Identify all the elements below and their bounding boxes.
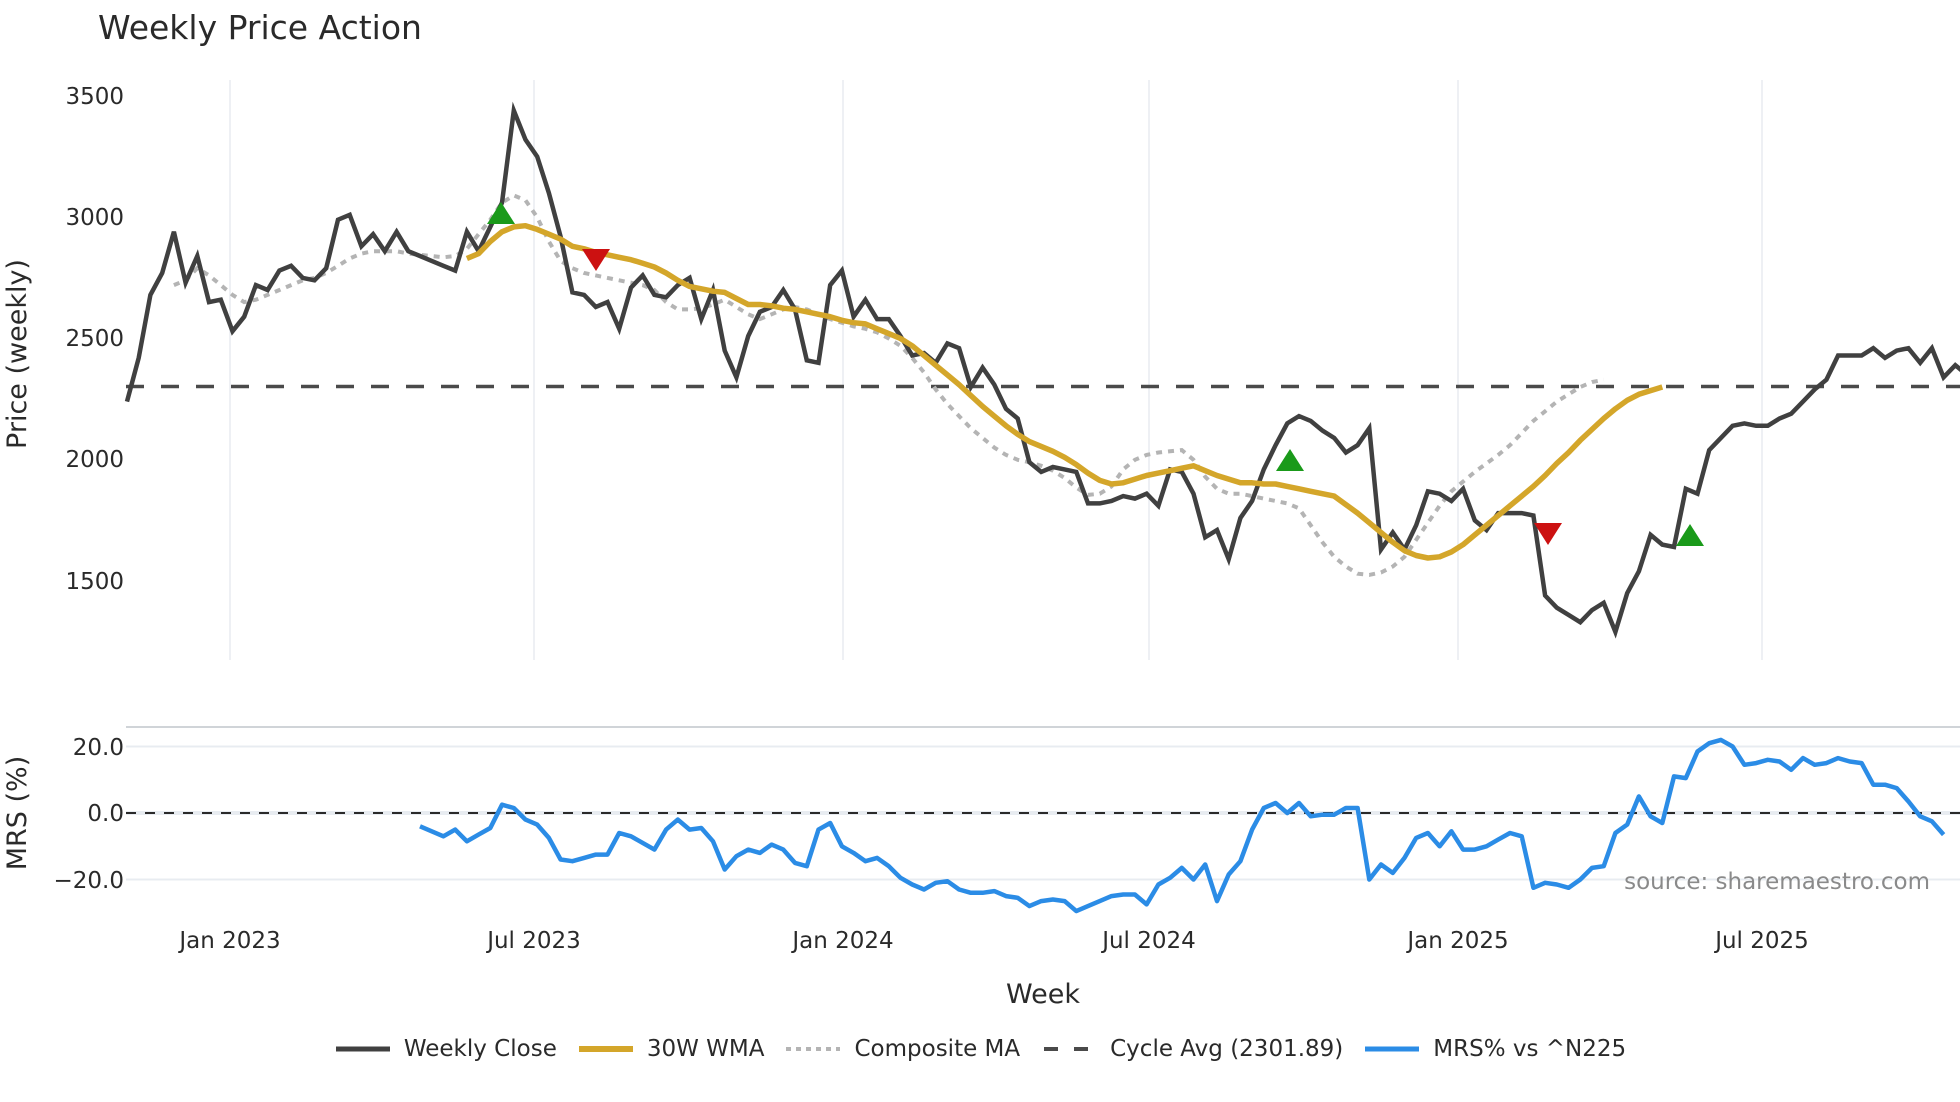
- solid-line-swatch-icon: [1365, 1046, 1420, 1052]
- mrs-ytick: 0.0: [87, 801, 124, 827]
- xtick: Jul 2023: [485, 928, 581, 954]
- legend-item-mrs[interactable]: MRS% vs ^N225: [1363, 1036, 1626, 1062]
- price-y-axis-title: Price (weekly): [2, 259, 33, 449]
- mrs-grid: [126, 726, 1960, 881]
- buy-signal-triangle-up-icon: [1676, 524, 1704, 546]
- price-ytick: 2500: [65, 326, 124, 352]
- mrs-ytick: −20.0: [54, 868, 124, 894]
- source-watermark: source: sharemaestro.com: [1624, 869, 1930, 895]
- solid-line-swatch-icon: [335, 1046, 390, 1052]
- mrs-y-ticks: 20.0 0.0 −20.0: [54, 735, 124, 894]
- xtick: Jan 2024: [790, 928, 893, 954]
- x-axis-title: Week: [1006, 979, 1080, 1010]
- price-ytick: 2000: [65, 447, 124, 473]
- mrs-y-axis-title: MRS (%): [2, 756, 33, 871]
- legend-label: Cycle Avg (2301.89): [1110, 1036, 1344, 1062]
- legend-label: 30W WMA: [646, 1036, 765, 1062]
- mrs-ytick: 20.0: [73, 735, 124, 761]
- legend-label: Weekly Close: [403, 1036, 557, 1062]
- weekly-close-line: [124, 101, 1960, 639]
- solid-line-swatch-icon: [578, 1046, 633, 1052]
- xtick: Jul 2024: [1100, 928, 1196, 954]
- wma-30-line: [465, 222, 1664, 561]
- price-ytick: 3000: [65, 205, 124, 231]
- dashed-line-swatch-icon: [1044, 1047, 1097, 1051]
- legend-item-weekly-close[interactable]: Weekly Close: [334, 1036, 557, 1062]
- price-y-ticks: 3500 3000 2500 2000 1500: [65, 84, 124, 595]
- legend-label: Composite MA: [854, 1036, 1021, 1062]
- xtick: Jan 2023: [177, 928, 280, 954]
- legend-item-cycle-avg[interactable]: Cycle Avg (2301.89): [1040, 1036, 1343, 1062]
- signal-markers: [487, 202, 1704, 546]
- chart-title: Weekly Price Action: [98, 8, 422, 47]
- xtick: Jan 2025: [1405, 928, 1508, 954]
- buy-signal-triangle-up-icon: [1276, 449, 1304, 471]
- sell-signal-triangle-down-icon: [1534, 523, 1562, 545]
- price-ytick: 1500: [65, 569, 124, 595]
- dotted-line-swatch-icon: [786, 1047, 841, 1051]
- price-grid: [229, 80, 1763, 660]
- price-ytick: 3500: [65, 84, 124, 110]
- mrs-line: [419, 737, 1946, 914]
- legend: Weekly Close 30W WMA Composite MA Cycle …: [0, 1036, 1960, 1062]
- buy-signal-triangle-up-icon: [487, 202, 515, 224]
- legend-label: MRS% vs ^N225: [1433, 1036, 1627, 1062]
- sell-signal-triangle-down-icon: [582, 249, 610, 271]
- xtick: Jul 2025: [1713, 928, 1809, 954]
- series-layer: [124, 101, 1960, 914]
- x-ticks: Jan 2023 Jul 2023 Jan 2024 Jul 2024 Jan …: [177, 928, 1808, 954]
- legend-item-composite-ma[interactable]: Composite MA: [784, 1036, 1020, 1062]
- legend-item-30w-wma[interactable]: 30W WMA: [577, 1036, 765, 1062]
